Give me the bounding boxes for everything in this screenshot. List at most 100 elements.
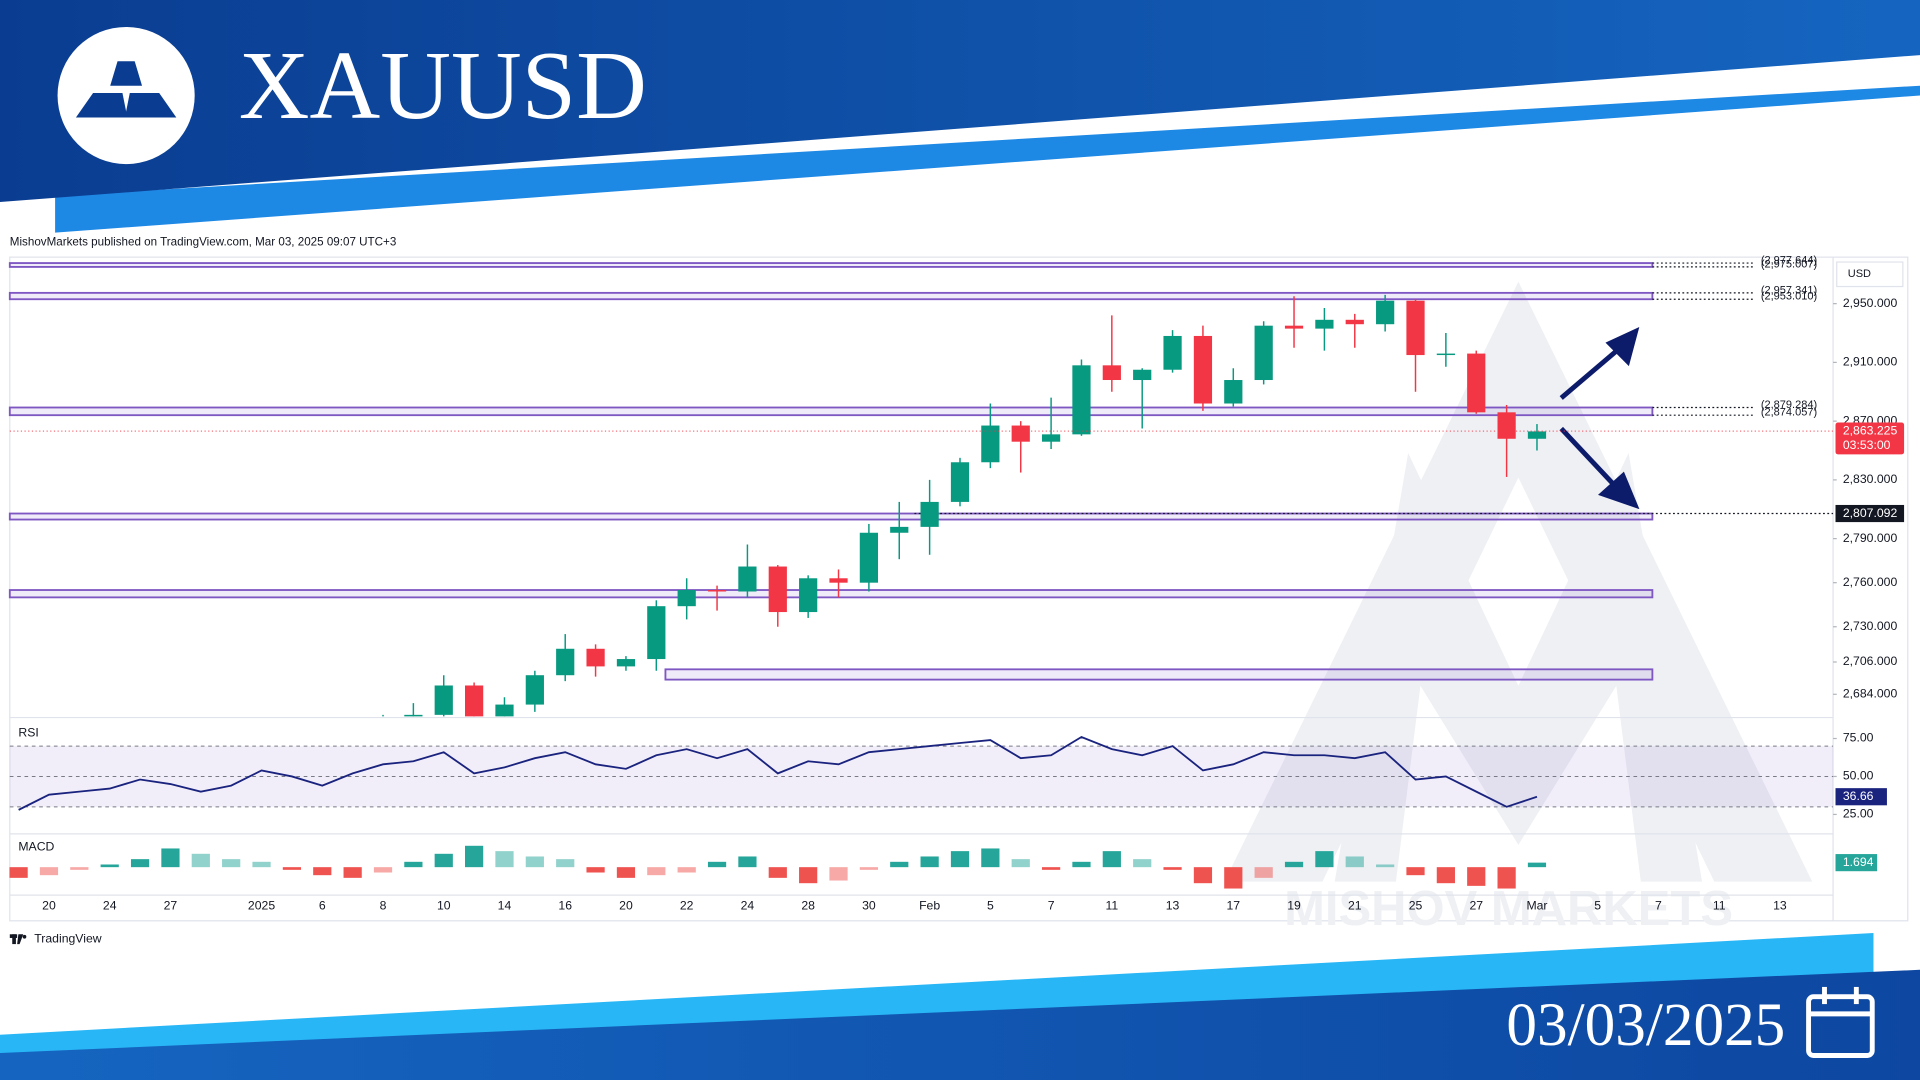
macd-bar [525,856,544,868]
zone [8,512,1654,521]
macd-bar [616,867,636,878]
candle-body [1072,365,1091,435]
x-tick-label: 16 [558,898,572,912]
marked-level-label: 2,807.092 [1843,506,1898,520]
macd-bar [1406,867,1425,876]
candle-body [495,704,514,717]
candle-body [1406,300,1425,356]
logo [57,26,195,165]
macd-value-label: 1.694 [1843,855,1874,869]
rsi-value-box [1835,788,1887,806]
macd-bar [1376,864,1395,868]
arrows [1559,327,1640,510]
currency-box [1836,261,1904,288]
macd-bar [1497,867,1516,889]
x-tick-label: 20 [619,898,633,912]
macd-value-box [1835,854,1878,872]
zone [8,589,1654,599]
candle-body [890,526,909,533]
x-tick-label: 11 [1713,898,1726,912]
candle-body [1224,380,1243,404]
x-tick-label: 7 [1048,898,1055,912]
candle-body [920,501,939,527]
level-label: (2,977.644) [1761,255,1817,267]
macd-bar [1527,862,1547,868]
footer-date: 03/03/2025 [1506,991,1785,1059]
candle-body [707,590,727,592]
header-title: XAUUSD [239,32,647,140]
calendar-icon [1806,986,1875,1058]
y-tick-label: 2,760.000 [1843,575,1898,589]
rsi-tick-label: 75.00 [1843,731,1874,745]
x-tick-label: 14 [498,898,512,912]
attribution: MishovMarkets published on TradingView.c… [10,236,397,249]
x-tick-label: 21 [1348,898,1362,912]
macd-bar [373,867,393,873]
candle-body [1133,369,1152,381]
macd-title: MACD [18,840,54,854]
x-tick-label: 8 [380,898,387,912]
last-price-label: 2,863.225 [1843,423,1898,437]
macd-bar [404,861,423,868]
plot: 20 24 27 2025 6 8 10 14 16 20 22 24 28 30 Feb 5 7 11 13 17 1… [8,255,1905,912]
y-tick-label: 2,830.000 [1843,472,1898,486]
macd-bar [9,867,28,878]
macd-bar [1133,859,1152,868]
y-tick-label: 2,950.000 [1843,296,1898,310]
candle-body [1436,353,1455,356]
rsi-title: RSI [18,726,38,740]
candle-body [1011,425,1030,442]
candle-body [1467,353,1486,413]
x-tick-label: 10 [437,898,451,912]
macd-bar [586,867,605,873]
tradingview-logo [9,934,27,945]
countdown: 03:53:00 [1843,438,1891,452]
y-tick-label: 2,730.000 [1843,619,1898,633]
macd-bar [829,867,848,881]
macd-bar [1224,867,1243,889]
macd-bar [495,851,514,868]
candle-body [434,685,453,715]
level-label: (2,957.341) [1761,284,1817,296]
macd-bar [282,867,302,870]
macd-bar [556,859,575,868]
candle-body [586,648,605,667]
macd-bar [1254,867,1273,878]
x-tick-label: 2025 [248,898,275,912]
y-tick-label: 2,684.000 [1843,687,1898,701]
y-tick-label: 2,790.000 [1843,531,1898,545]
macd-bar [738,856,757,868]
x-tick-label: 27 [164,898,178,912]
candle-body [647,606,666,660]
macd-bar [252,861,271,868]
macd-bar [768,867,787,878]
macd-bar [222,859,241,868]
candle-body [768,566,787,613]
candle-body [1102,365,1121,381]
macd-bar [1041,867,1061,870]
zone [664,668,1654,681]
rsi-tick-label: 50.00 [1843,769,1874,783]
watermark-text: MISHOV MARKETS [1284,882,1733,936]
macd-bar [191,853,210,868]
candle-body [1163,335,1182,370]
macd-bar [70,867,89,870]
macd-bar [890,861,909,868]
candle-body [1041,434,1061,442]
macd-bar [434,853,453,868]
x-tick-label: 19 [1287,898,1301,912]
x-tick-label: 5 [1594,898,1601,912]
x-tick-label: 11 [1105,898,1118,912]
macd-bar [161,848,180,868]
macd-bar [39,867,59,876]
rsi-value-label: 36.66 [1843,789,1874,803]
header-band [0,0,1920,203]
footer-band [0,969,1920,1080]
candle-body [404,714,423,717]
macd-bar [707,861,727,868]
macd-bar [130,859,150,868]
macd-bar [1345,856,1364,868]
macd-bar [465,845,484,868]
